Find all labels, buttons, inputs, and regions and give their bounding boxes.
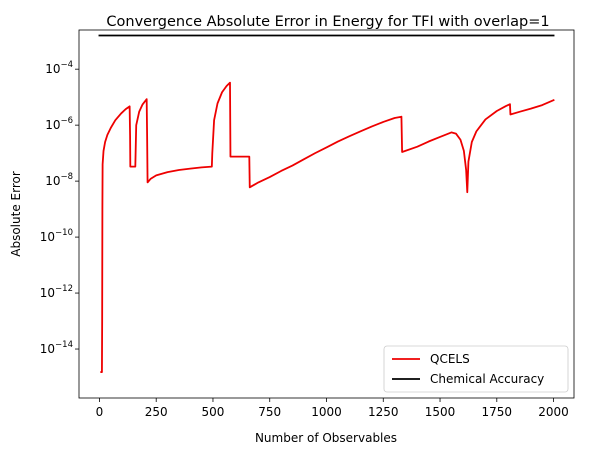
y-axis-label: Absolute Error	[9, 171, 23, 257]
x-tick-label: 2000	[538, 405, 569, 419]
series-line-0	[100, 81, 555, 373]
y-axis: 10−14 10−12 10−10 10−8 10−6 10−4	[40, 60, 79, 356]
legend-label-1: Chemical Accuracy	[430, 372, 544, 386]
y-tick-label: 10−4	[45, 60, 73, 76]
series-layer	[98, 34, 555, 373]
x-axis: 0 250 500 750 1000 1250 1500 1750 2000	[96, 398, 569, 419]
y-tick-label: 10−6	[45, 116, 73, 132]
x-tick-label: 0	[96, 405, 104, 419]
y-tick-label: 10−12	[40, 284, 73, 300]
y-tick-label: 10−14	[40, 340, 73, 356]
y-tick-label: 10−8	[45, 172, 73, 188]
x-tick-label: 500	[202, 405, 225, 419]
x-tick-label: 1500	[425, 405, 456, 419]
plot-area	[79, 30, 574, 398]
x-tick-label: 1000	[311, 405, 342, 419]
legend-box	[383, 345, 569, 393]
x-tick-label: 1750	[482, 405, 513, 419]
x-tick-label: 250	[145, 405, 168, 419]
legend: QCELS Chemical Accuracy	[383, 345, 569, 393]
chart-title: Convergence Absolute Error in Energy for…	[106, 14, 549, 30]
x-tick-label: 1250	[368, 405, 399, 419]
x-axis-label: Number of Observables	[255, 431, 397, 445]
legend-label-0: QCELS	[430, 352, 470, 366]
y-tick-label: 10−10	[40, 228, 73, 244]
x-tick-label: 750	[258, 405, 281, 419]
